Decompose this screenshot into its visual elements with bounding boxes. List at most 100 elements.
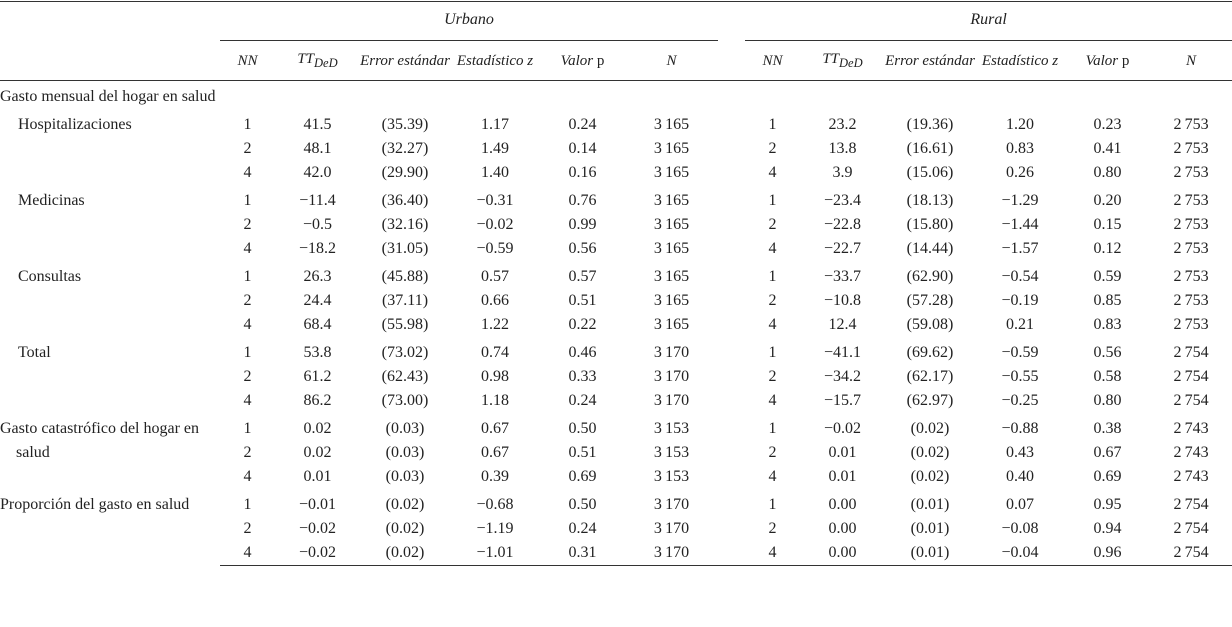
cell: 1 [243,192,252,209]
cell: 2 [243,140,252,157]
cell: 0.01 [828,444,857,461]
cell: −10.8 [823,292,862,309]
cell: (0.03) [385,468,425,485]
cell: 2 [768,368,777,385]
cell: 3 165 [653,216,690,233]
cell: 0.58 [1093,368,1122,385]
cell: 2 754 [1173,496,1209,513]
cell: 2 753 [1173,240,1209,257]
cell: 26.3 [303,268,332,285]
cell: 0.07 [1006,496,1034,513]
spacer [718,213,745,237]
cell: 0.67 [1093,444,1122,461]
cell: 2 [243,292,252,309]
row-label [0,365,220,389]
cell: 0.12 [1093,240,1122,257]
cell: (15.06) [906,164,954,181]
cell: (0.02) [385,520,425,537]
cell: (32.16) [381,216,429,233]
column-title: TT [822,50,840,67]
data-row: 4 42.0 (29.90) 1.40 0.16 3 165 4 3.9 (15.06) 0.26… [0,161,1232,185]
cell: 1.20 [1006,116,1034,133]
cell: 3 170 [653,520,690,537]
cell: −0.19 [1001,292,1039,309]
data-row: 2 61.2 (62.43) 0.98 0.33 3 170 2 −34.2 (62.17) −0… [0,365,1232,389]
cell: 0.39 [481,468,509,485]
column-header-row: NN TTDeD Error estándar Estadístico z Valor … [0,40,1232,81]
cell: 42.0 [303,164,332,181]
cell: 2 754 [1150,541,1232,566]
cell: 0.41 [1093,140,1122,157]
cell: 1 [243,268,252,285]
cell: 3 153 [653,468,690,485]
cell: 2 [768,444,777,461]
cell: 2 753 [1173,216,1209,233]
cell: 3 170 [653,496,690,513]
cell: −0.02 [476,216,514,233]
column-suffix: p [596,52,605,69]
cell: 0.66 [481,292,509,309]
row-label-text: Consultas [18,268,82,285]
cell: (62.17) [906,368,954,385]
cell: 61.2 [303,368,332,385]
cell: 1 [768,192,777,209]
results-table: Urbano Rural NN TTDeD Error estándar Estadíst… [0,1,1232,566]
cell: (31.05) [381,240,429,257]
column-header: N [1150,40,1232,81]
cell: 4 [243,316,252,333]
cell: (73.00) [381,392,429,409]
cell: 0.80 [1093,164,1122,181]
cell: −0.02 [275,541,360,566]
cell: (62.43) [381,368,429,385]
spacer [718,185,745,213]
spacer [0,40,220,81]
row-label-text: Total [18,344,51,361]
row-label: Gasto catastrófico del hogar en salud [0,413,220,489]
cell: (32.27) [381,140,429,157]
column-header: N [625,40,718,81]
cell: (14.44) [906,240,954,257]
cell: 0.02 [303,420,332,437]
cell: −22.8 [823,216,862,233]
cell: 2 754 [1173,520,1209,537]
cell: 4 [243,164,252,181]
column-title: Estadístico z [456,52,534,69]
cell: 2 753 [1173,164,1209,181]
group-row: Urbano Rural [0,1,1232,41]
column-subscript: DeD [314,55,338,70]
cell: (0.03) [385,444,425,461]
column-header: Error estándar [885,40,975,81]
cell: 0.98 [481,368,509,385]
spacer [718,365,745,389]
cell: 3.9 [832,164,853,181]
cell: 24.4 [303,292,332,309]
data-row: 4 86.2 (73.00) 1.18 0.24 3 170 4 −15.7 (62.97) −0… [0,389,1232,413]
row-label-text: Medicinas [18,192,85,209]
column-header: Estadístico z [450,40,540,81]
cell: 2 [243,444,252,461]
data-row: Consultas 1 26.3 (45.88) 0.57 0.57 3 165 1 −33.7… [0,261,1232,289]
cell: (18.13) [906,192,954,209]
cell: −0.25 [1001,392,1039,409]
spacer [718,517,745,541]
cell: 0.43 [1006,444,1034,461]
cell: (16.61) [906,140,954,157]
column-title: NN [762,52,783,69]
spacer [718,313,745,337]
cell: 0.24 [568,392,597,409]
cell: 2 743 [1173,444,1209,461]
column-header: Error estándar [360,40,450,81]
cell: 86.2 [303,392,332,409]
row-label: Hospitalizaciones [0,109,220,137]
cell: 0.40 [1006,468,1034,485]
cell: 0.00 [800,541,885,566]
cell: 0.01 [828,468,857,485]
cell: (29.90) [381,164,429,181]
row-label [0,237,220,261]
cell: 41.5 [303,116,332,133]
row-label [0,213,220,237]
cell: −15.7 [823,392,862,409]
data-row: 2 48.1 (32.27) 1.49 0.14 3 165 2 13.8 (16.61) 0.8… [0,137,1232,161]
row-label [0,161,220,185]
cell: 0.69 [1093,468,1122,485]
